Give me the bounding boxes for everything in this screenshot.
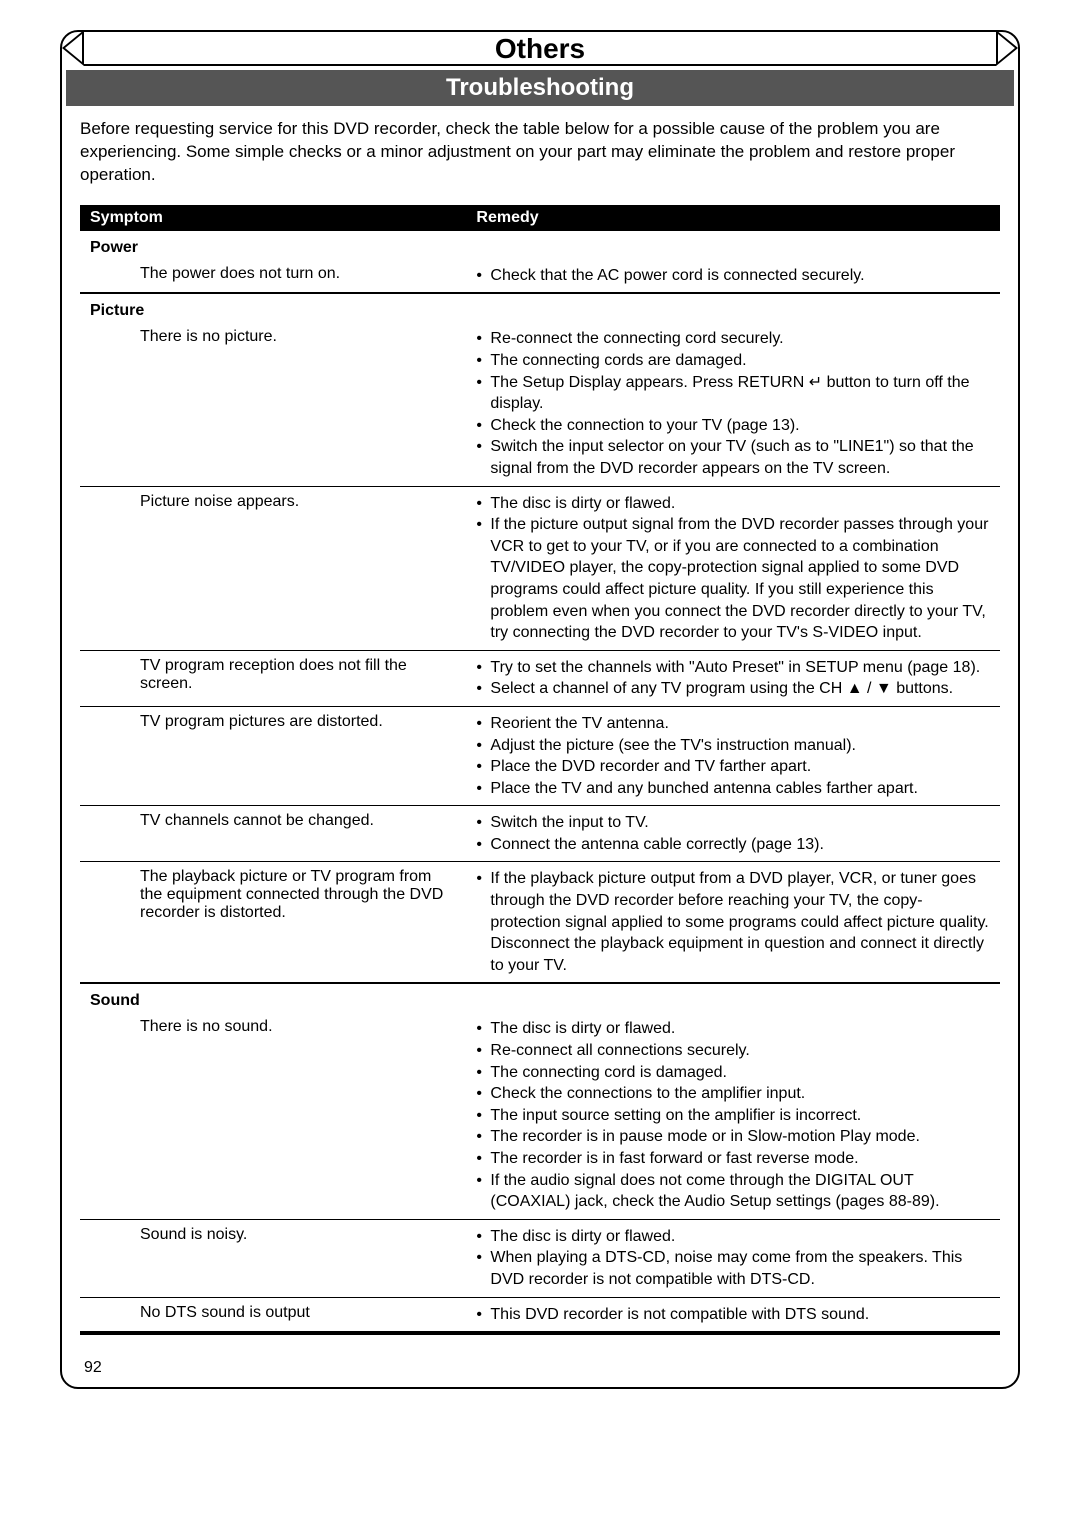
remedy-cell: Reorient the TV antenna.Adjust the pictu… bbox=[466, 706, 1000, 805]
remedy-item: The disc is dirty or flawed. bbox=[476, 493, 990, 515]
col-symptom: Symptom bbox=[80, 205, 466, 231]
symptom-cell: TV program pictures are distorted. bbox=[80, 706, 466, 805]
remedy-item: Switch the input to TV. bbox=[476, 812, 990, 834]
symptom-cell: TV channels cannot be changed. bbox=[80, 806, 466, 862]
remedy-cell: If the playback picture output from a DV… bbox=[466, 862, 1000, 983]
symptom-cell: The power does not turn on. bbox=[80, 259, 466, 294]
symptom-cell: Sound is noisy. bbox=[80, 1219, 466, 1297]
remedy-cell: Try to set the channels with "Auto Prese… bbox=[466, 650, 1000, 706]
remedy-item: Reorient the TV antenna. bbox=[476, 713, 990, 735]
remedy-item: Place the DVD recorder and TV farther ap… bbox=[476, 756, 990, 778]
banner-title: Others bbox=[84, 30, 996, 66]
remedy-item: Connect the antenna cable correctly (pag… bbox=[476, 834, 990, 856]
remedy-item: The recorder is in fast forward or fast … bbox=[476, 1148, 990, 1170]
remedy-item: Check that the AC power cord is connecte… bbox=[476, 265, 990, 287]
remedy-cell: The disc is dirty or flawed.Re-connect a… bbox=[466, 1012, 1000, 1219]
remedy-item: Check the connections to the amplifier i… bbox=[476, 1083, 990, 1105]
symptom-cell: TV program reception does not fill the s… bbox=[80, 650, 466, 706]
symptom-cell: There is no picture. bbox=[80, 322, 466, 486]
remedy-item: The Setup Display appears. Press RETURN … bbox=[476, 372, 990, 415]
remedy-item: The input source setting on the amplifie… bbox=[476, 1105, 990, 1127]
page-frame: Others Troubleshooting Before requesting… bbox=[60, 30, 1020, 1389]
remedy-cell: The disc is dirty or flawed.If the pictu… bbox=[466, 486, 1000, 650]
banner-header: Others bbox=[62, 30, 1018, 66]
remedy-item: Try to set the channels with "Auto Prese… bbox=[476, 657, 990, 679]
section-title: Troubleshooting bbox=[66, 70, 1014, 106]
remedy-item: The disc is dirty or flawed. bbox=[476, 1018, 990, 1040]
symptom-cell: There is no sound. bbox=[80, 1012, 466, 1219]
banner-arrow-left bbox=[62, 30, 84, 66]
remedy-item: Re-connect all connections securely. bbox=[476, 1040, 990, 1062]
col-remedy: Remedy bbox=[466, 205, 1000, 231]
remedy-item: If the audio signal does not come throug… bbox=[476, 1170, 990, 1213]
category-heading: Sound bbox=[80, 983, 1000, 1012]
symptom-cell: No DTS sound is output bbox=[80, 1297, 466, 1333]
remedy-item: Re-connect the connecting cord securely. bbox=[476, 328, 990, 350]
remedy-item: Place the TV and any bunched antenna cab… bbox=[476, 778, 990, 800]
remedy-item: Check the connection to your TV (page 13… bbox=[476, 415, 990, 437]
remedy-item: The connecting cord is damaged. bbox=[476, 1062, 990, 1084]
banner-arrow-right bbox=[996, 30, 1018, 66]
remedy-cell: This DVD recorder is not compatible with… bbox=[466, 1297, 1000, 1333]
troubleshooting-table: Symptom Remedy PowerThe power does not t… bbox=[80, 205, 1000, 1335]
remedy-item: If the playback picture output from a DV… bbox=[476, 868, 990, 976]
remedy-cell: Check that the AC power cord is connecte… bbox=[466, 259, 1000, 294]
remedy-cell: The disc is dirty or flawed.When playing… bbox=[466, 1219, 1000, 1297]
remedy-item: Adjust the picture (see the TV's instruc… bbox=[476, 735, 990, 757]
intro-text: Before requesting service for this DVD r… bbox=[62, 106, 1018, 205]
remedy-item: The disc is dirty or flawed. bbox=[476, 1226, 990, 1248]
category-heading: Power bbox=[80, 231, 1000, 259]
remedy-item: Switch the input selector on your TV (su… bbox=[476, 436, 990, 479]
remedy-item: The connecting cords are damaged. bbox=[476, 350, 990, 372]
remedy-item: If the picture output signal from the DV… bbox=[476, 514, 990, 644]
remedy-item: When playing a DTS-CD, noise may come fr… bbox=[476, 1247, 990, 1290]
remedy-cell: Re-connect the connecting cord securely.… bbox=[466, 322, 1000, 486]
symptom-cell: The playback picture or TV program from … bbox=[80, 862, 466, 983]
remedy-cell: Switch the input to TV.Connect the anten… bbox=[466, 806, 1000, 862]
remedy-item: The recorder is in pause mode or in Slow… bbox=[476, 1126, 990, 1148]
remedy-item: This DVD recorder is not compatible with… bbox=[476, 1304, 990, 1326]
page-number: 92 bbox=[62, 1359, 1018, 1387]
remedy-item: Select a channel of any TV program using… bbox=[476, 678, 990, 700]
symptom-cell: Picture noise appears. bbox=[80, 486, 466, 650]
category-heading: Picture bbox=[80, 293, 1000, 322]
